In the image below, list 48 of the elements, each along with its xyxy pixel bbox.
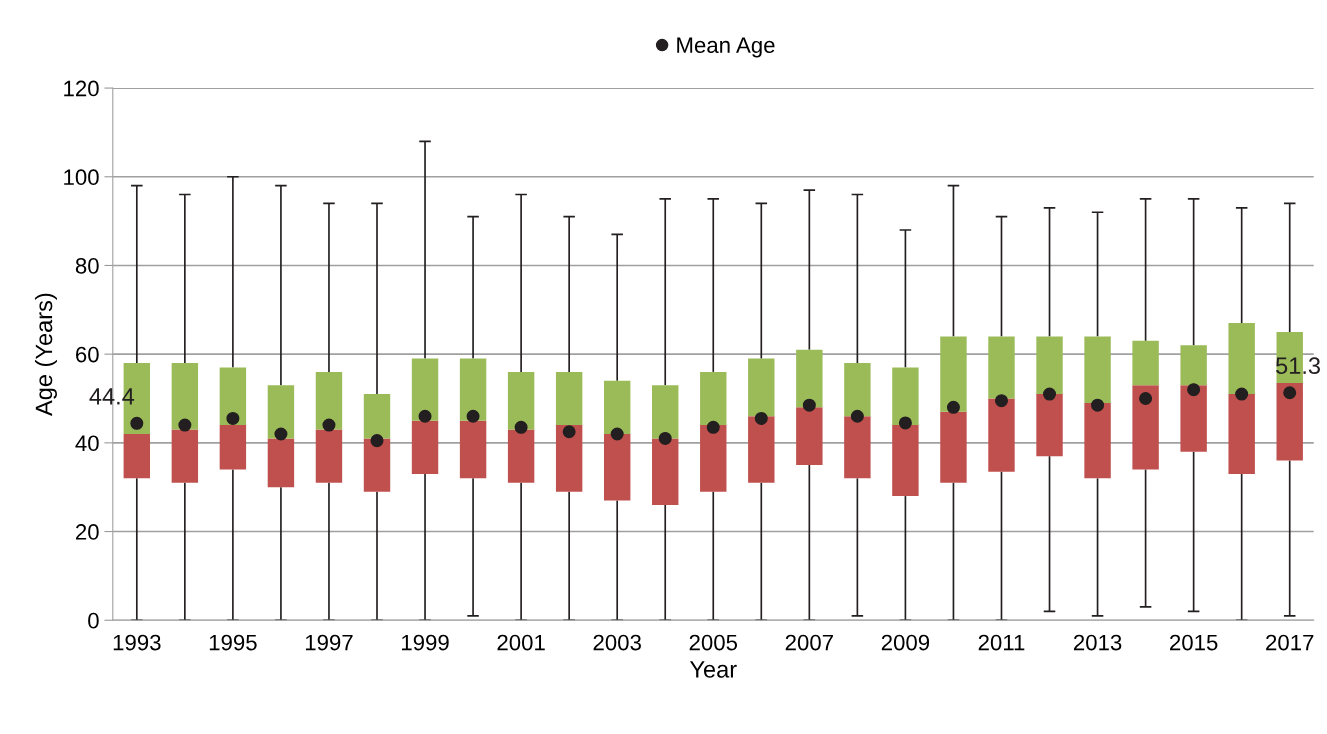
point — [370, 434, 384, 448]
y-axis-title: Age (Years) — [34, 293, 57, 417]
point — [706, 420, 720, 434]
legend-label: Mean Age — [677, 37, 775, 58]
y-tick-label: 20 — [76, 524, 99, 540]
point — [514, 420, 528, 434]
point — [658, 431, 672, 445]
x-tick-label: 1993 — [113, 634, 161, 651]
point — [754, 411, 768, 425]
x-tick-label: 2015 — [1170, 634, 1218, 651]
y-tick-label: 60 — [76, 346, 99, 363]
point — [898, 416, 912, 430]
point — [274, 427, 288, 441]
point — [850, 409, 864, 423]
x-tick-label: 2003 — [593, 634, 641, 651]
x-tick-label: 1999 — [402, 634, 449, 651]
point — [178, 418, 192, 432]
point — [1139, 391, 1153, 406]
y-tick-label: 40 — [75, 435, 99, 452]
x-tick-label: 2001 — [497, 634, 545, 651]
point — [466, 409, 480, 423]
point — [1187, 383, 1201, 397]
x-tick-label: 2011 — [978, 634, 1025, 651]
point — [1043, 387, 1057, 401]
x-tick-label: 2013 — [1073, 634, 1122, 651]
point — [562, 425, 576, 439]
y-tick-label: 120 — [64, 80, 99, 97]
x-tick-label: 2009 — [881, 634, 930, 651]
x-tick-label: 1995 — [209, 634, 257, 651]
point — [322, 418, 336, 432]
point — [1091, 398, 1105, 412]
point — [418, 409, 432, 423]
point — [946, 400, 960, 414]
point — [802, 398, 816, 412]
x-tick-label: 1997 — [305, 634, 353, 651]
x-tick-label: 2005 — [689, 634, 738, 651]
y-tick-label: 80 — [75, 258, 99, 274]
point — [226, 411, 240, 425]
point — [994, 394, 1008, 408]
x-axis-title: Year — [689, 661, 737, 678]
point — [610, 427, 624, 441]
point — [1283, 386, 1297, 400]
x-tick-label: 2017 — [1266, 634, 1314, 651]
point — [1235, 387, 1249, 401]
y-tick-label: 100 — [64, 169, 99, 186]
y-tick-label: 0 — [88, 612, 99, 629]
point — [130, 416, 144, 430]
x-tick-label: 2007 — [785, 634, 833, 651]
